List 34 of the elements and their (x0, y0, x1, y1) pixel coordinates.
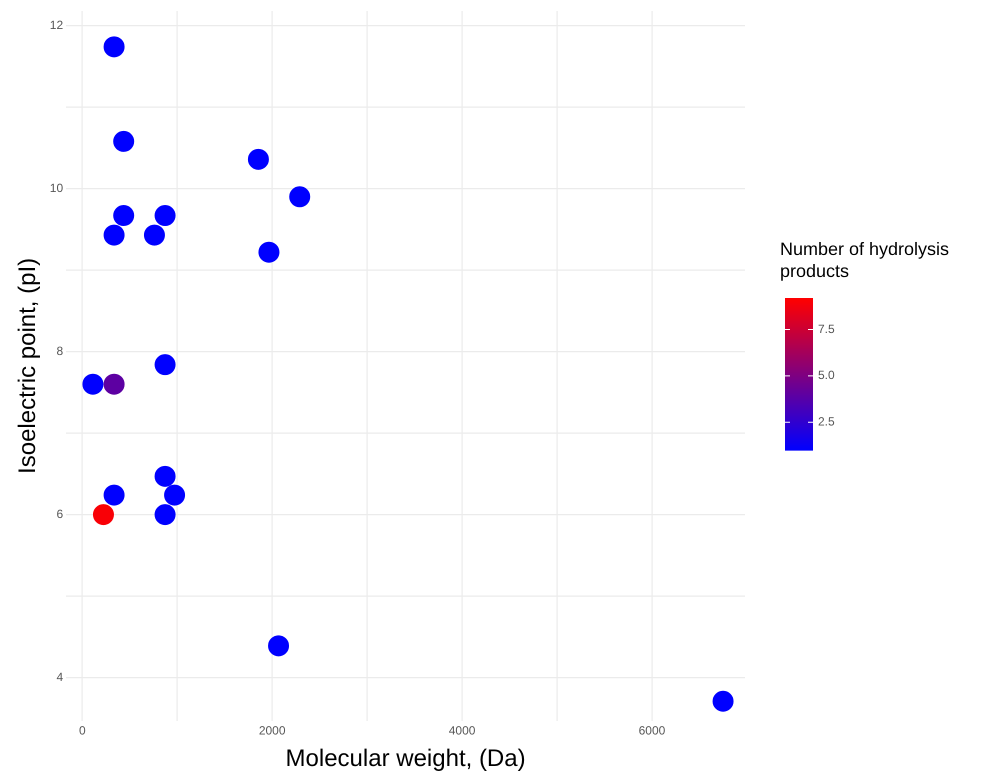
point (712, 690, 734, 712)
point (82, 374, 104, 395)
y-tick-label: 6 (56, 506, 64, 521)
x-tick-label: 0 (78, 723, 86, 738)
y-tick-label: 12 (50, 18, 64, 32)
y-axis-title: Isoelectric point, (pI) (14, 258, 42, 474)
point (154, 466, 176, 487)
x-axis-title: Molecular weight, (Da) (286, 745, 526, 772)
color-bar-label: 5.0 (818, 368, 836, 382)
point (113, 205, 134, 226)
point (104, 484, 125, 506)
point (92, 504, 114, 526)
point (154, 504, 176, 526)
point (154, 205, 176, 226)
point (289, 186, 310, 208)
point (104, 374, 125, 395)
color-bar-label: 2.5 (818, 414, 836, 429)
color-bar-label: 7.5 (818, 322, 836, 336)
point (144, 224, 165, 246)
point (268, 635, 290, 656)
y-tick-label: 8 (56, 344, 64, 358)
point (113, 130, 134, 152)
y-tick-label: 10 (50, 180, 64, 195)
point (248, 148, 269, 170)
color-bar-title: Number of hydrolysis products (780, 239, 950, 281)
point (258, 242, 280, 263)
point (104, 36, 125, 58)
x-tick-label: 6000 (638, 723, 666, 738)
x-tick-label: 2000 (258, 723, 286, 738)
x-tick-label: 4000 (448, 723, 476, 738)
point (154, 354, 176, 376)
point (104, 224, 125, 246)
y-tick-label: 4 (56, 670, 64, 684)
point (164, 484, 186, 506)
